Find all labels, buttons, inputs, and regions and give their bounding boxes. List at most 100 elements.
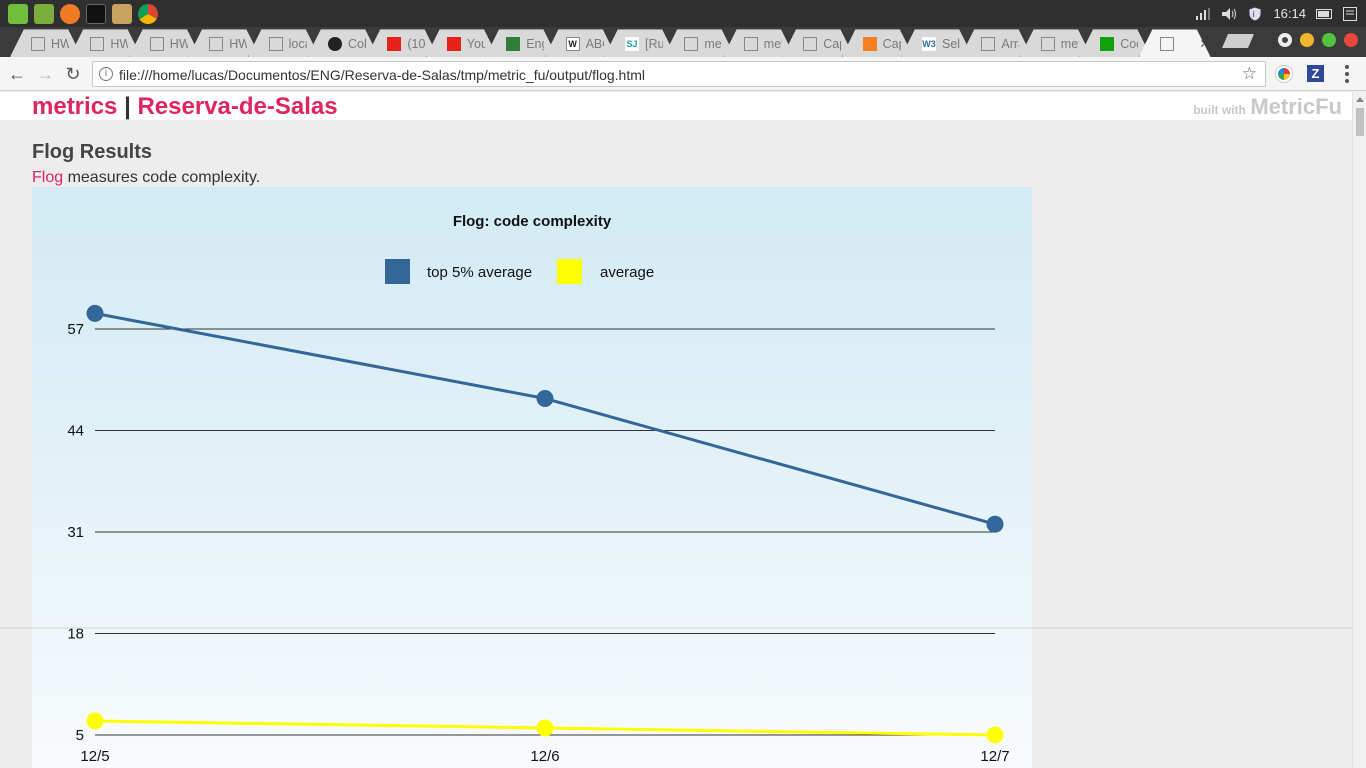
- tab-13[interactable]: Cap: [782, 29, 854, 57]
- battery-icon[interactable]: [1316, 7, 1332, 21]
- legend-swatch-0: [385, 259, 410, 284]
- built-with-text: built with: [1193, 103, 1246, 117]
- network-signal-icon[interactable]: [1195, 7, 1211, 21]
- volume-icon[interactable]: [1221, 7, 1237, 21]
- legend-swatch-1: [557, 259, 582, 284]
- tab-label: You: [466, 36, 481, 51]
- x-tick-label: 12/6: [530, 748, 559, 765]
- page-icon: [269, 37, 283, 51]
- extension-z-icon[interactable]: Z: [1307, 65, 1324, 82]
- chrome-icon[interactable]: [138, 3, 158, 24]
- terminal-icon[interactable]: [86, 3, 106, 24]
- profile-icon[interactable]: [1278, 33, 1292, 47]
- minimize-button[interactable]: [1300, 33, 1314, 47]
- tab-14[interactable]: Cap: [842, 29, 914, 57]
- tab-7[interactable]: You: [426, 29, 498, 57]
- data-point-0-2[interactable]: [986, 515, 1004, 533]
- page-scrollbar[interactable]: [1352, 92, 1366, 768]
- legend-label-0: top 5% average: [427, 264, 532, 281]
- notifications-icon[interactable]: [1342, 6, 1358, 21]
- tab-label: ABC: [585, 36, 603, 51]
- description-text: measures code complexity.: [63, 169, 261, 186]
- page-icon: [684, 37, 698, 51]
- site-info-icon[interactable]: i: [99, 67, 113, 81]
- chart-title: Flog: code complexity: [453, 213, 612, 230]
- address-bar[interactable]: i file:///home/lucas/Documentos/ENG/Rese…: [92, 61, 1266, 87]
- tab-label: met: [704, 36, 722, 51]
- data-point-1-0[interactable]: [86, 712, 104, 730]
- data-point-0-0[interactable]: [86, 304, 104, 322]
- browser-menu-icon[interactable]: [1344, 65, 1350, 83]
- y-tick-label: 31: [67, 524, 84, 541]
- tab-17[interactable]: met: [1020, 29, 1092, 57]
- tab-label: Cap: [882, 36, 899, 51]
- tab-15[interactable]: W3 Sele: [901, 29, 973, 57]
- back-button[interactable]: ←: [8, 63, 26, 84]
- project-link[interactable]: Reserva-de-Salas: [137, 93, 338, 120]
- forward-button[interactable]: →: [36, 63, 54, 84]
- stackoverflow-icon: [863, 37, 877, 51]
- metricfu-link[interactable]: MetricFu: [1250, 94, 1342, 119]
- maximize-button[interactable]: [1322, 33, 1336, 47]
- metrics-link[interactable]: metrics: [32, 93, 118, 120]
- flog-link[interactable]: Flog: [32, 169, 64, 186]
- y-tick-label: 44: [67, 423, 84, 440]
- data-point-1-2[interactable]: [986, 726, 1004, 744]
- youtube-icon: [387, 37, 401, 51]
- tab-12[interactable]: met: [723, 29, 795, 57]
- new-tab-button[interactable]: [1222, 34, 1254, 48]
- tab-6[interactable]: (10: [366, 29, 438, 57]
- tab-label: Sele: [942, 36, 960, 51]
- folder-icon[interactable]: [112, 3, 132, 24]
- bookmark-star-icon[interactable]: ☆: [1241, 64, 1257, 83]
- tab-label: Arra: [1001, 36, 1019, 51]
- desktop-icon[interactable]: [34, 3, 54, 24]
- github-icon: [328, 37, 342, 51]
- svg-text:i: i: [1253, 10, 1255, 19]
- scrollbar-thumb[interactable]: [1356, 108, 1364, 136]
- clock-text[interactable]: 16:14: [1273, 6, 1306, 21]
- tab-11[interactable]: met: [663, 29, 735, 57]
- page-icon: [803, 37, 817, 51]
- data-point-1-1[interactable]: [536, 719, 554, 737]
- page-viewport: metrics | Reserva-de-Salas built with Me…: [0, 92, 1352, 768]
- x-tick-label: 12/7: [980, 748, 1009, 765]
- close-window-button[interactable]: [1344, 33, 1358, 47]
- tab-3[interactable]: HW: [188, 29, 260, 57]
- tab-5[interactable]: Cob: [307, 29, 379, 57]
- tab-16[interactable]: Arra: [960, 29, 1032, 57]
- tab-label: loca: [288, 36, 305, 51]
- tab-4[interactable]: loca: [248, 29, 320, 57]
- address-bar-url[interactable]: file:///home/lucas/Documentos/ENG/Reserv…: [119, 67, 645, 83]
- browser-toolbar: ← → ↻ i file:///home/lucas/Documentos/EN…: [0, 57, 1366, 91]
- tab-9[interactable]: W ABC: [545, 29, 617, 57]
- site-brand: metrics | Reserva-de-Salas: [32, 93, 338, 121]
- sj-icon: SJ: [626, 38, 638, 49]
- data-point-0-1[interactable]: [536, 389, 554, 407]
- flag-icon: [506, 37, 520, 51]
- extension-color-icon[interactable]: [1276, 66, 1292, 82]
- tab-2[interactable]: HW: [129, 29, 201, 57]
- scroll-up-arrow[interactable]: [1356, 97, 1364, 102]
- green-square-icon: [1100, 37, 1114, 51]
- tab-label: Cob: [348, 36, 364, 51]
- page-title: Flog Results: [32, 141, 153, 163]
- y-tick-label: 57: [67, 321, 84, 338]
- tab-label: HW: [110, 36, 120, 51]
- page-icon: [1041, 37, 1055, 51]
- tab-label: Coc: [1120, 36, 1137, 51]
- page-icon: [90, 37, 104, 51]
- site-header: metrics | Reserva-de-Salas built with Me…: [0, 92, 1352, 120]
- y-tick-label: 5: [76, 727, 84, 744]
- tab-label: Eng: [526, 36, 542, 51]
- page-description: Flog measures code complexity.: [32, 169, 260, 187]
- mint-menu-icon[interactable]: [8, 3, 28, 24]
- tab-10[interactable]: SJ [Rul: [604, 29, 676, 57]
- wikipedia-icon: W: [566, 37, 580, 51]
- series-line-0: [94, 311, 996, 526]
- tab-label: met: [763, 36, 782, 51]
- reload-button[interactable]: ↻: [65, 63, 81, 84]
- firefox-icon[interactable]: [60, 3, 80, 24]
- tab-label: [Rul: [645, 36, 658, 51]
- shield-icon[interactable]: i: [1247, 5, 1263, 22]
